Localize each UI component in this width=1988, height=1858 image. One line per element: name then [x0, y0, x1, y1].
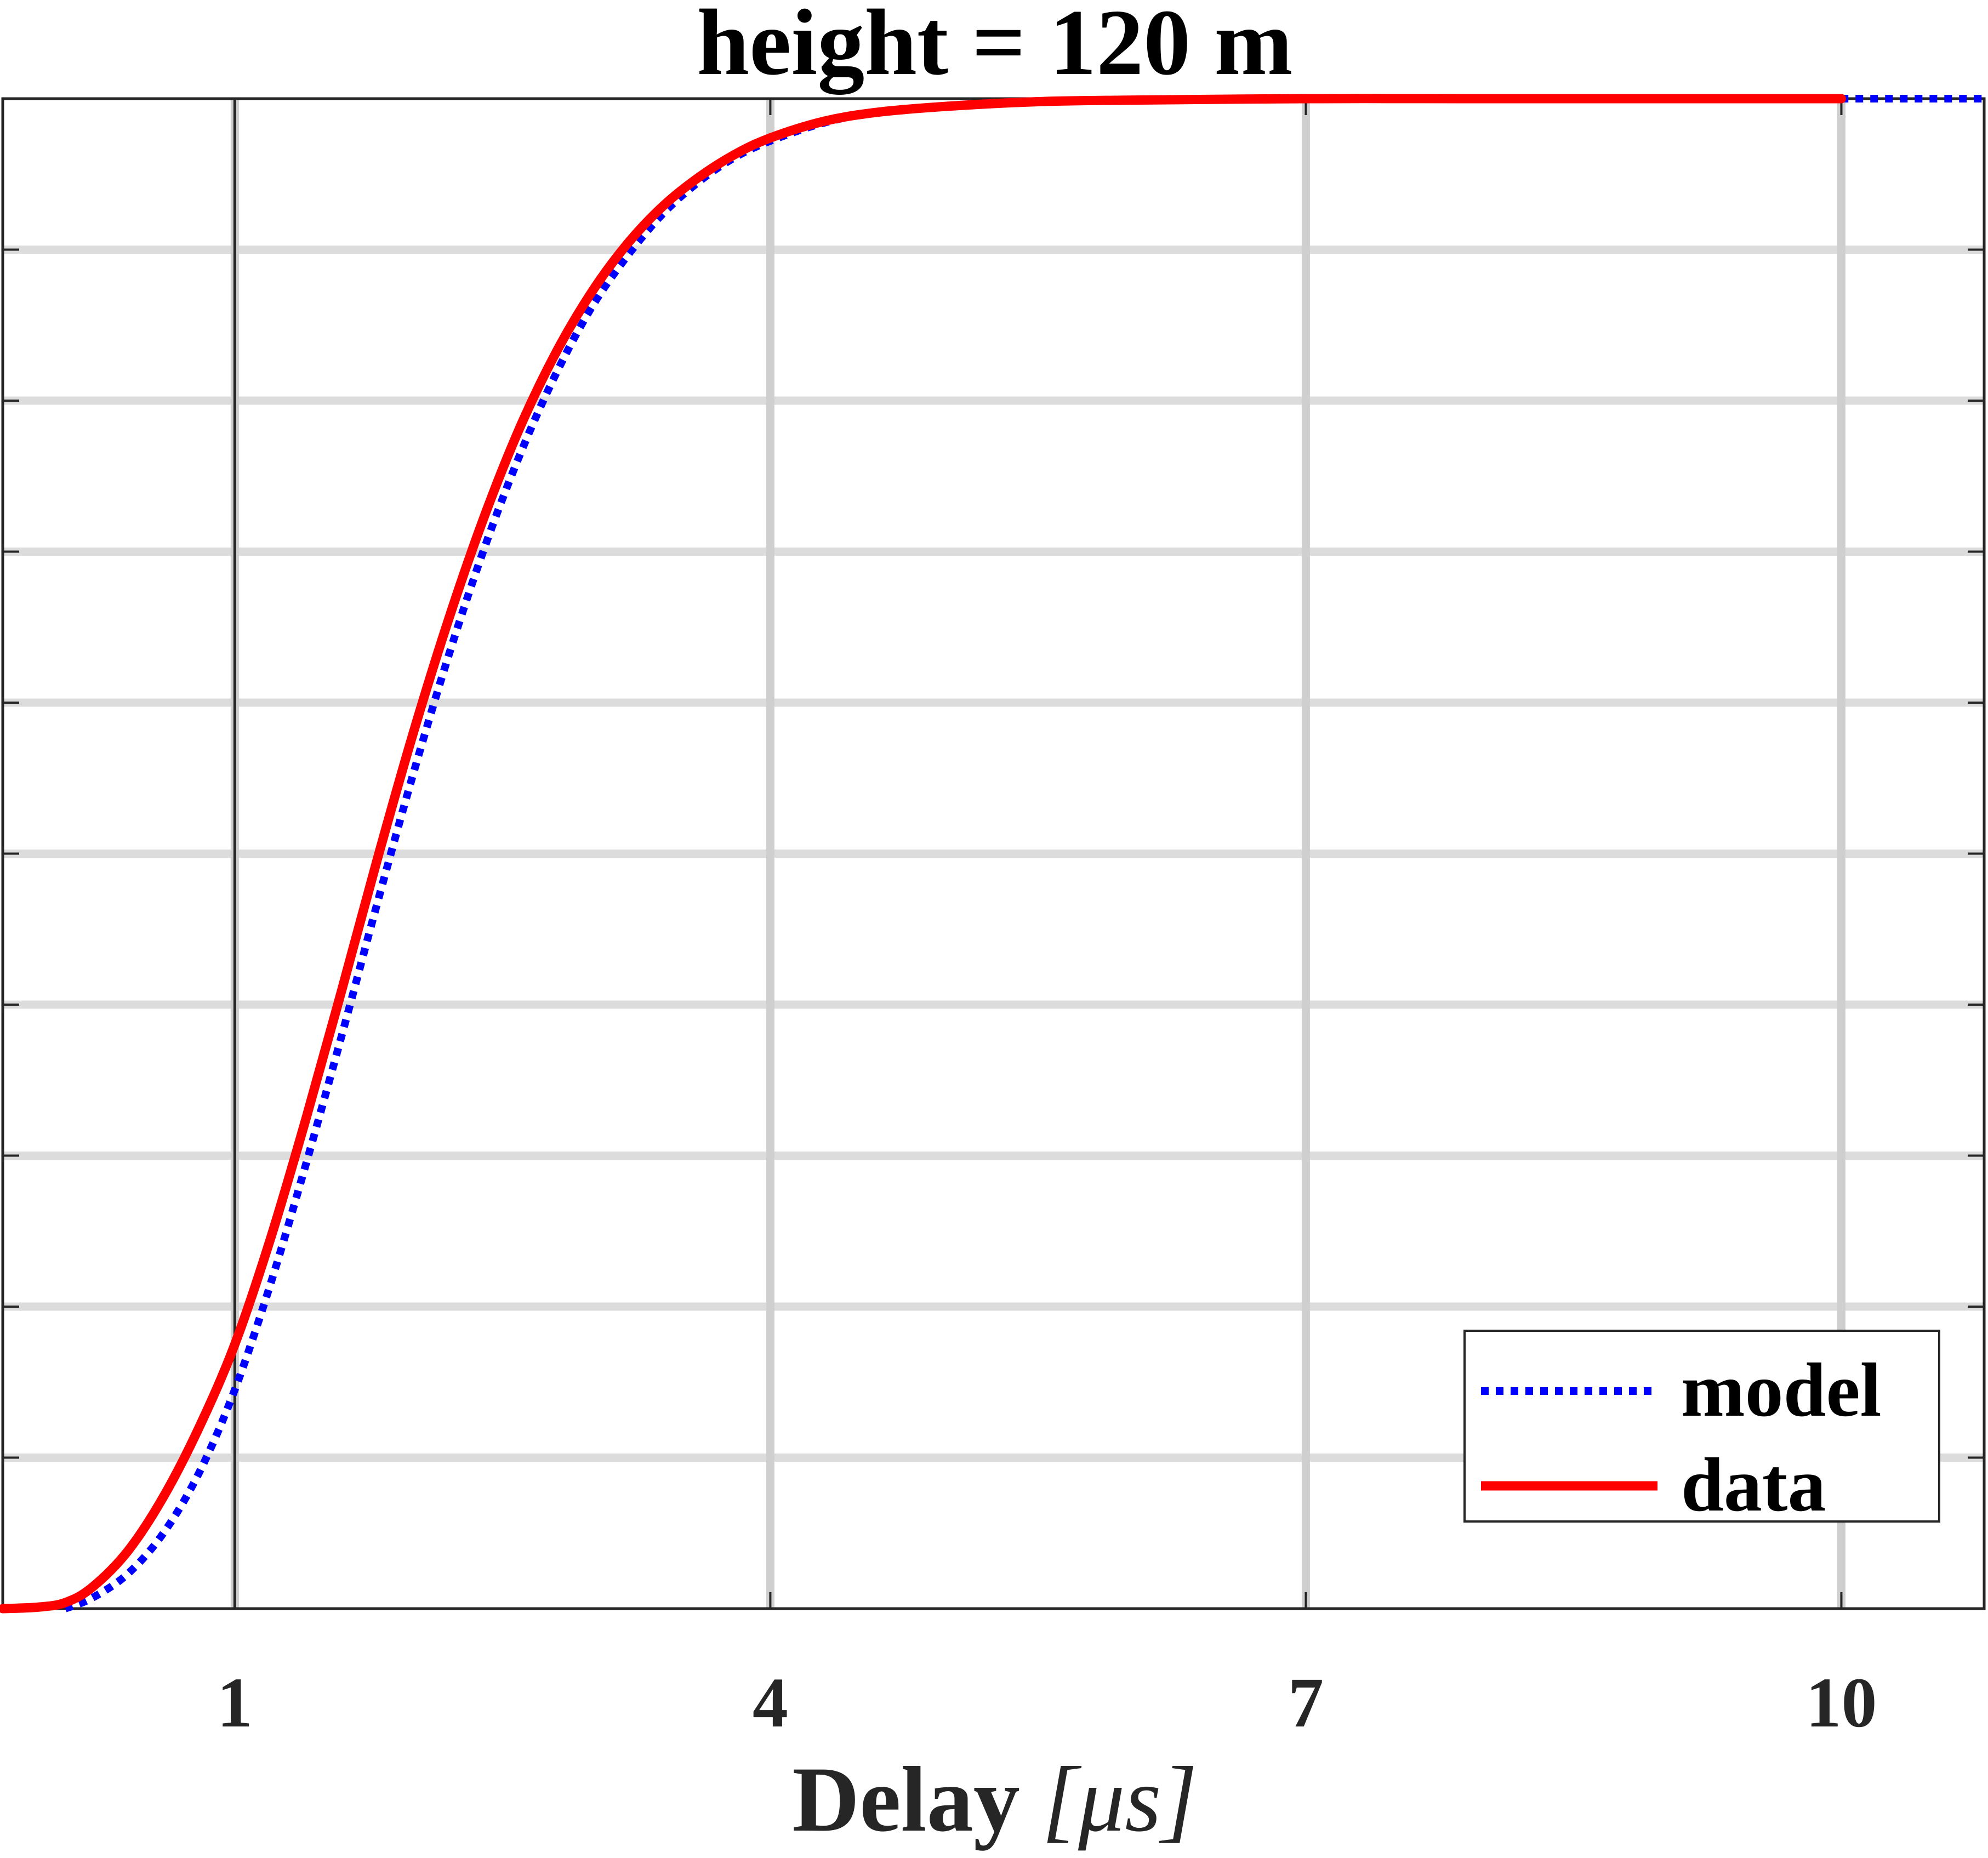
plot-series	[0, 94, 1984, 1614]
legend-label-data: data	[1681, 1443, 1826, 1528]
x-tick-label: 10	[1805, 1663, 1877, 1742]
series-line-data	[0, 94, 1846, 1614]
x-tick-labels: 1 4 7 10	[217, 1663, 1877, 1742]
x-tick-label: 7	[1288, 1663, 1324, 1742]
chart-title: height = 120 m	[697, 0, 1292, 95]
x-tick-label: 1	[217, 1663, 253, 1742]
x-axis-label-unit: [μs]	[1042, 1748, 1198, 1851]
x-axis-label: Delay [μs]	[792, 1748, 1197, 1851]
x-axis-label-name: Delay	[792, 1748, 1019, 1851]
legend-label-model: model	[1681, 1348, 1882, 1433]
x-tick-label: 4	[753, 1663, 788, 1742]
axes-box	[1, 97, 1986, 1610]
legend: model data	[1463, 1330, 1940, 1528]
